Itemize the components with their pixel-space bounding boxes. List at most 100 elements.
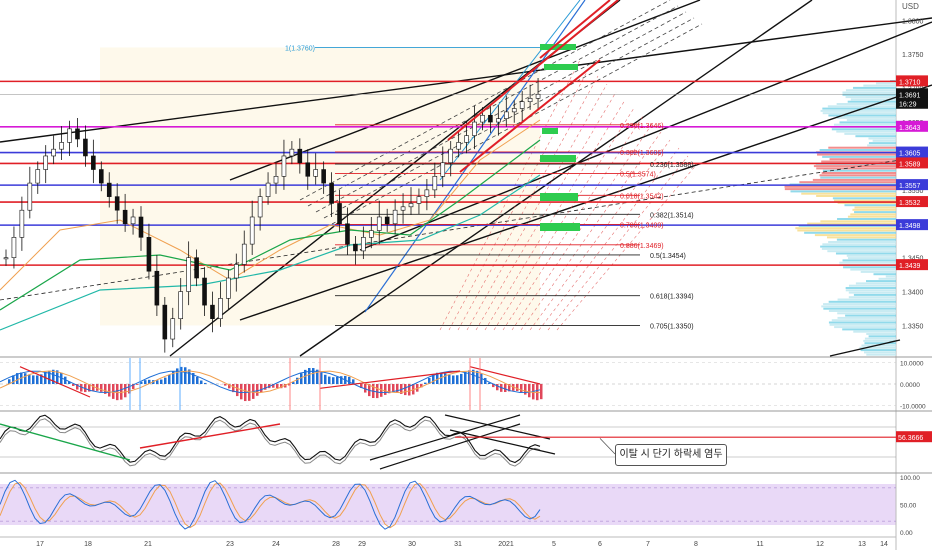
volume-profile-bar <box>785 188 896 190</box>
candle <box>91 156 95 170</box>
macd-bar <box>184 367 187 384</box>
macd-bar <box>520 384 523 392</box>
candle <box>330 183 334 203</box>
volume-profile-bar <box>822 172 896 174</box>
volume-profile-bar <box>866 280 896 282</box>
stoch-axis-tick: 50.00 <box>900 503 917 510</box>
macd-bar <box>24 373 27 384</box>
macd-bar <box>236 384 239 396</box>
candle <box>210 305 214 319</box>
macd-bar <box>348 377 351 384</box>
candle <box>131 217 135 224</box>
volume-profile-bar <box>850 213 896 215</box>
volume-profile-bar <box>873 273 896 275</box>
macd-bar <box>528 384 531 397</box>
candle <box>393 210 397 224</box>
macd-bar <box>32 375 35 384</box>
macd-bar <box>176 368 179 384</box>
currency-label: USD <box>902 2 919 11</box>
volume-profile-bar <box>843 259 896 261</box>
candle <box>441 163 445 177</box>
volume-profile-bar <box>830 158 896 160</box>
macd-bar <box>144 380 147 384</box>
candle <box>163 305 167 339</box>
volume-profile-bar <box>886 276 896 278</box>
macd-bar <box>276 384 279 388</box>
macd-bar <box>308 368 311 384</box>
price-axis-tick: 1.3800 <box>902 18 924 25</box>
candle <box>115 197 119 211</box>
fib-level-label: 0.705(1.3350) <box>650 323 694 330</box>
fib-level-label: 0.5(1.3574) <box>620 172 656 179</box>
macd-bar <box>448 375 451 384</box>
candle <box>369 231 373 238</box>
candle <box>68 129 72 143</box>
macd-bar <box>200 381 203 384</box>
macd-bar <box>224 384 227 386</box>
candle <box>290 149 294 156</box>
macd-bar <box>384 384 387 395</box>
volume-profile-bar <box>785 186 896 188</box>
macd-bar <box>160 380 163 384</box>
volume-profile-bar <box>820 149 896 151</box>
macd-bar <box>240 384 243 399</box>
volume-profile-bar <box>801 193 896 195</box>
volume-profile-bar <box>822 156 896 158</box>
time-axis-tick: 23 <box>226 541 234 548</box>
time-axis-tick: 13 <box>858 541 866 548</box>
price-axis-tick: 1.3750 <box>902 52 924 59</box>
macd-bar <box>136 384 139 385</box>
macd-bar <box>100 384 103 392</box>
time-axis-tick: 31 <box>454 541 462 548</box>
candle <box>322 170 326 184</box>
macd-bar <box>312 368 315 384</box>
candle <box>28 183 32 210</box>
volume-profile-bar <box>837 239 896 241</box>
candle <box>123 210 127 224</box>
volume-profile-bar <box>795 227 896 229</box>
volume-profile-bar <box>820 246 896 248</box>
volume-profile-bar <box>839 262 896 264</box>
time-axis-tick: 12 <box>816 541 824 548</box>
candle <box>409 203 413 206</box>
candle <box>242 244 246 264</box>
volume-profile-bar <box>828 147 896 149</box>
candle <box>496 119 500 122</box>
price-label: 1.3439 <box>899 263 921 270</box>
time-axis-tick: 24 <box>272 541 280 548</box>
macd-bar <box>204 383 207 384</box>
volume-profile-bar <box>837 117 896 119</box>
volume-profile-bar <box>853 331 896 333</box>
volume-profile-bar <box>844 133 896 135</box>
volume-profile-bar <box>823 308 896 310</box>
macd-bar <box>452 376 455 384</box>
volume-profile-bar <box>797 230 896 232</box>
volume-profile-bar <box>822 248 896 250</box>
time-axis-tick: 8 <box>694 541 698 548</box>
candle <box>488 115 492 122</box>
volume-profile-bar <box>846 289 896 291</box>
volume-profile-bar <box>791 190 896 192</box>
volume-profile-bar <box>846 96 896 98</box>
volume-profile-bar <box>822 243 896 245</box>
volume-profile-bar <box>813 179 896 181</box>
fib-zone <box>100 47 540 325</box>
volume-profile-bar <box>838 317 896 319</box>
volume-profile-bar <box>879 278 896 280</box>
macd-axis-tick: 10.0000 <box>900 360 924 367</box>
macd-bar <box>504 384 507 392</box>
volume-profile-bar <box>854 294 896 296</box>
volume-profile-bar <box>849 285 896 287</box>
volume-profile-bar <box>833 197 896 199</box>
macd-bar <box>196 377 199 384</box>
volume-profile-bar <box>844 204 896 206</box>
volume-profile-bar <box>876 82 896 84</box>
volume-profile-bar <box>864 351 896 353</box>
candle <box>274 176 278 183</box>
volume-profile-bar <box>829 301 896 303</box>
volume-profile-bar <box>843 266 896 268</box>
fib-level-label: 1(1.3760) <box>285 45 315 52</box>
candle <box>504 112 508 119</box>
volume-profile-bar <box>827 236 896 238</box>
